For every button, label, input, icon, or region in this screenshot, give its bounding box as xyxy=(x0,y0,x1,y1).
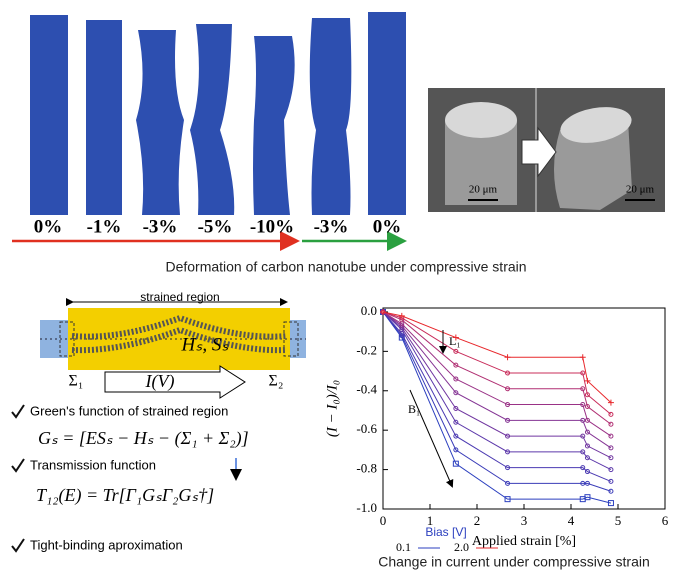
y-tick-label: 0.0 xyxy=(361,303,377,318)
series-line xyxy=(383,312,611,481)
bullet: Transmission function xyxy=(30,457,156,472)
tube xyxy=(86,20,122,215)
strain-label: -5% xyxy=(198,216,233,237)
x-tick-label: 4 xyxy=(568,513,575,528)
tube xyxy=(136,30,184,215)
current-arrow xyxy=(105,366,245,398)
equation: T₁₂(E) = Tr[Γ₁GₛΓ₂Gₛ†] xyxy=(36,485,214,506)
sigma: Σ₂ xyxy=(269,373,284,390)
legend-label: 2.0 xyxy=(454,540,469,554)
y-tick-label: -0.2 xyxy=(356,342,377,357)
strain-label: -1% xyxy=(87,216,122,237)
legend-title: Bias [V] xyxy=(425,525,466,539)
marker xyxy=(505,354,511,360)
bullet: Green's function of strained region xyxy=(30,403,228,418)
x-tick-label: 0 xyxy=(380,513,387,528)
caption: Deformation of carbon nanotube under com… xyxy=(165,259,526,275)
tube xyxy=(310,18,352,215)
legend-label: 0.1 xyxy=(396,540,411,554)
series-line xyxy=(383,312,611,458)
strain-label: -10% xyxy=(250,216,294,237)
x-axis-label: Applied strain [%] xyxy=(472,534,576,549)
tube xyxy=(30,15,68,215)
y-tick-label: -0.4 xyxy=(356,382,377,397)
x-tick-label: 5 xyxy=(615,513,622,528)
hamiltonian: Hₛ, Sₛ xyxy=(181,334,230,355)
strain-label: 0% xyxy=(34,216,63,237)
series-line xyxy=(383,312,611,470)
sigma: Σ₁ xyxy=(69,373,84,390)
region-label: strained region xyxy=(140,290,219,304)
y-axis-label: (I − I₀)/I₀ xyxy=(324,380,340,437)
strain-label: -3% xyxy=(314,216,349,237)
marker xyxy=(580,354,586,360)
y-tick-label: -1.0 xyxy=(356,500,377,515)
annotation: L₁ xyxy=(449,334,461,348)
check xyxy=(12,405,24,417)
y-tick-label: -0.6 xyxy=(356,421,377,436)
strain-label: -3% xyxy=(143,216,178,237)
y-tick-label: -0.8 xyxy=(356,461,377,476)
scale-label: 20 μm xyxy=(626,184,655,196)
x-tick-label: 3 xyxy=(521,513,528,528)
strain-label: 0% xyxy=(373,216,402,237)
chart-title: Change in current under compressive stra… xyxy=(378,554,650,570)
tube xyxy=(368,12,406,215)
scale-label: 20 μm xyxy=(469,184,498,196)
figure: 20 μm 20 μm Deformation of carbon nanotu… xyxy=(0,0,693,574)
current: I(V) xyxy=(145,371,175,392)
check xyxy=(12,539,24,551)
tube xyxy=(253,36,295,215)
nanotubes xyxy=(30,12,406,215)
check xyxy=(12,459,24,471)
equation: Gₛ = [ESₛ − Hₛ − (Σ₁ + Σ₂)] xyxy=(38,428,249,449)
x-tick-label: 6 xyxy=(662,513,669,528)
pillar-top xyxy=(445,102,517,138)
bullet: Tight-binding aproximation xyxy=(30,537,183,552)
tube xyxy=(190,24,234,215)
annotation: B₁ xyxy=(408,402,420,416)
x-tick-label: 2 xyxy=(474,513,481,528)
plot-frame xyxy=(383,308,665,509)
checks xyxy=(12,405,24,551)
